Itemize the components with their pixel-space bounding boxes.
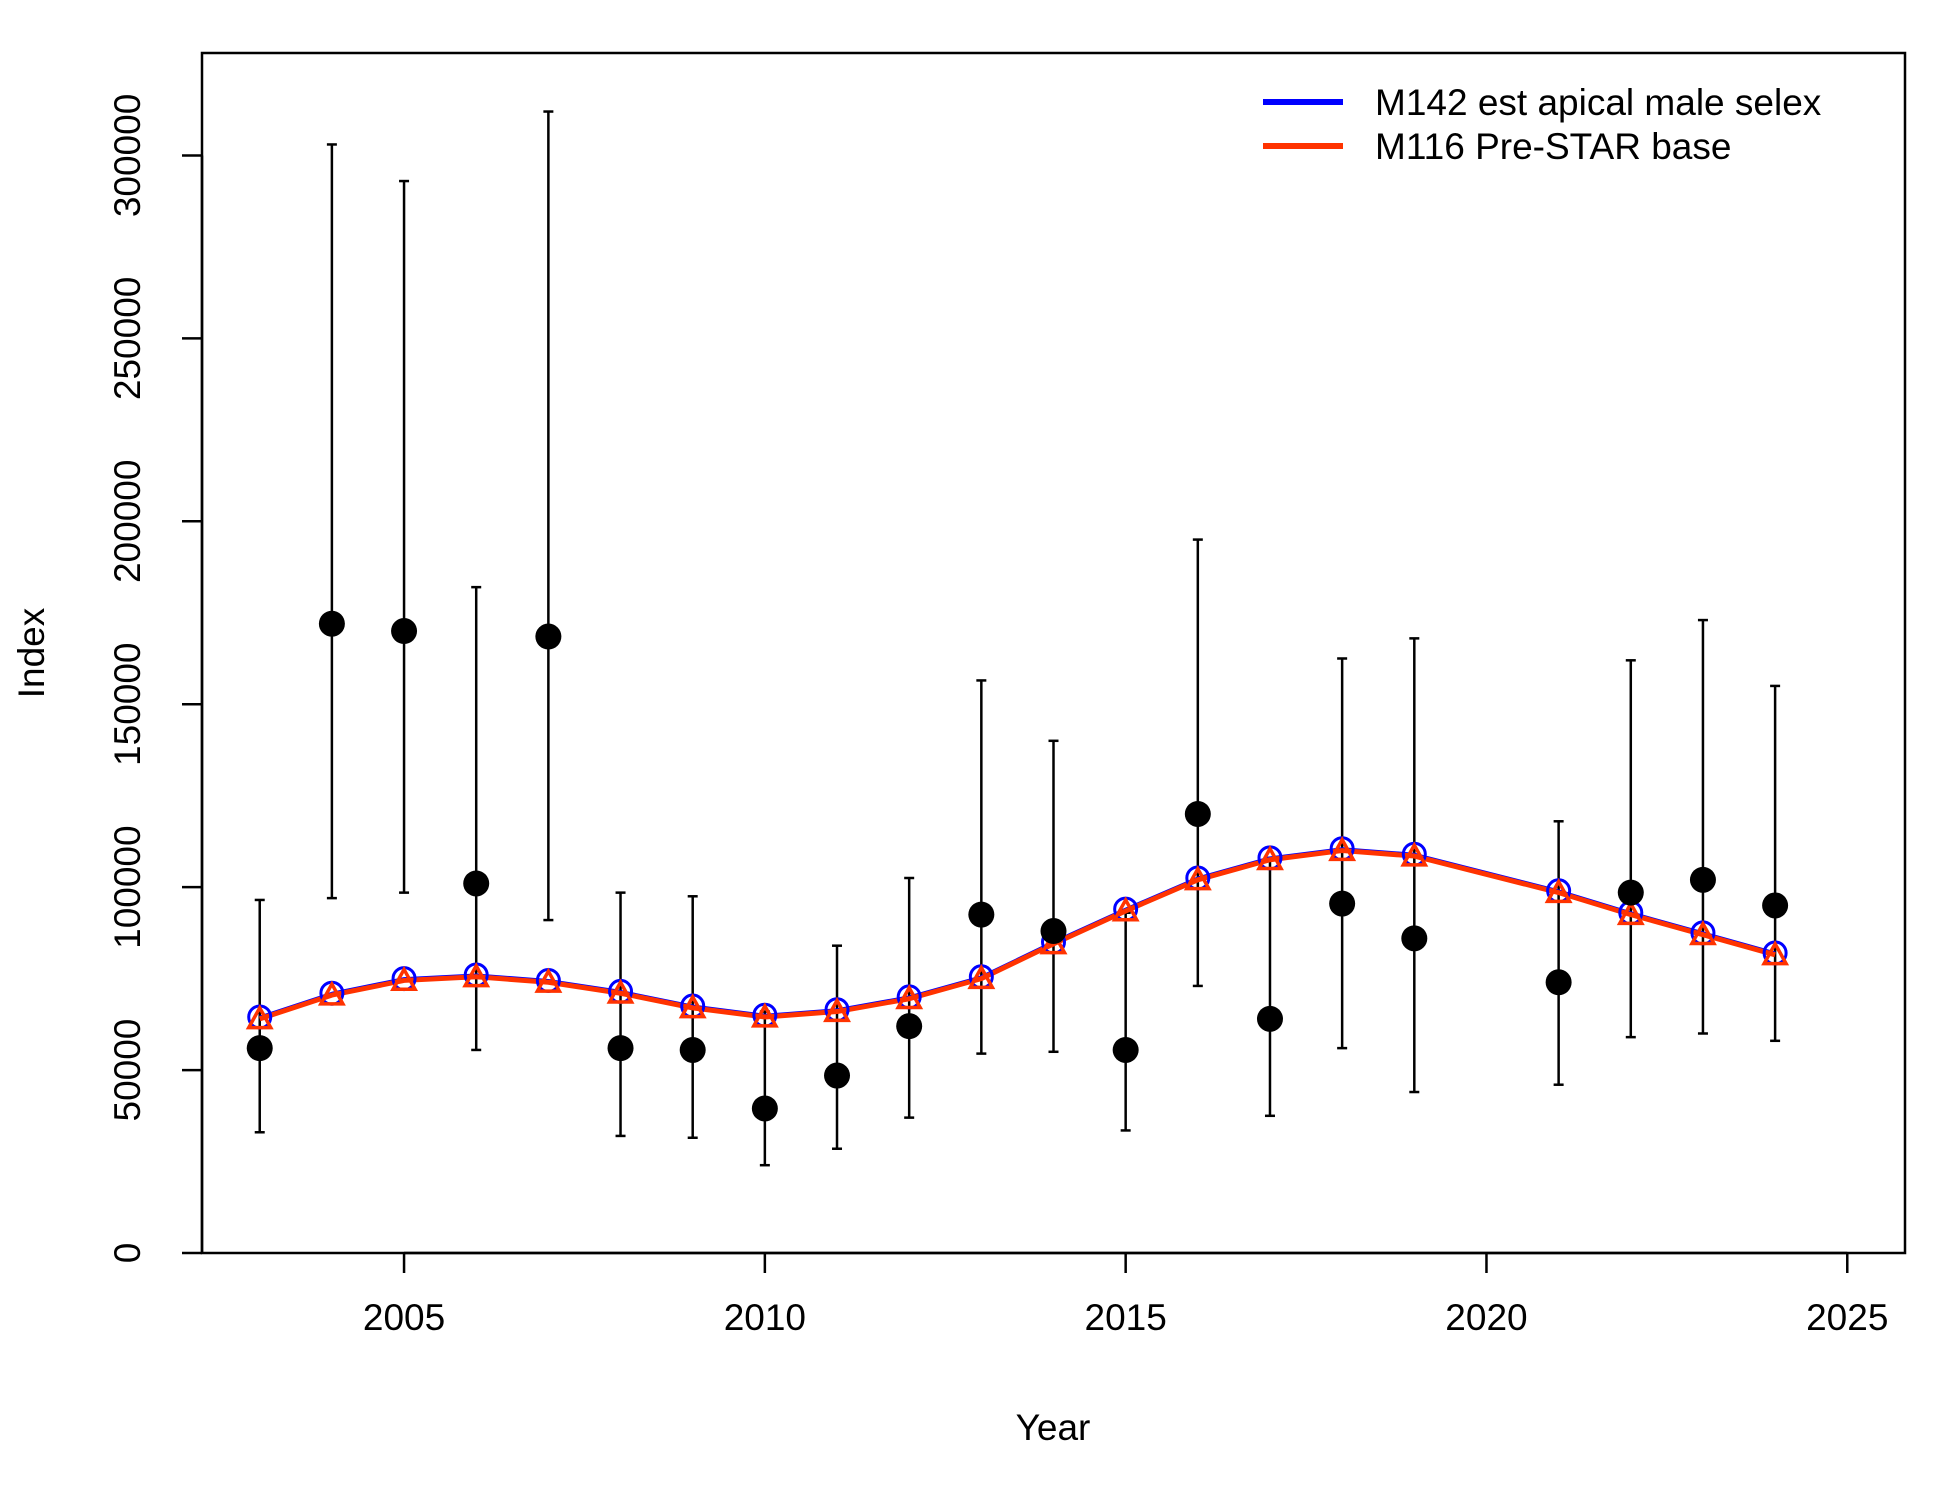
- y-tick-label: 150000: [107, 642, 148, 765]
- x-tick-label: 2005: [363, 1297, 445, 1338]
- series-line-m116: [258, 848, 1776, 1022]
- series-marker-m116: [606, 978, 635, 1004]
- legend: M142 est apical male selex M116 Pre-STAR…: [1263, 82, 1822, 167]
- series-marker-m116: [895, 984, 924, 1010]
- series-line-m142: [259, 847, 1776, 1019]
- observation-points: [246, 610, 1789, 1122]
- series-lines: [258, 847, 1776, 1022]
- series-marker-m116: [1183, 865, 1212, 891]
- series-marker-m116: [390, 965, 419, 991]
- y-tick-label: 50000: [107, 1019, 148, 1122]
- observation-point: [824, 1062, 851, 1089]
- observation-point: [607, 1035, 634, 1062]
- observation-point: [751, 1095, 778, 1122]
- series-marker-m116: [1328, 835, 1357, 862]
- observation-point: [1545, 969, 1572, 996]
- x-tick-label: 2025: [1806, 1297, 1888, 1338]
- series-marker-m116: [1111, 896, 1140, 922]
- series-marker-m116: [750, 1002, 779, 1028]
- series-marker-m116: [1761, 940, 1790, 966]
- y-tick-label: 200000: [107, 460, 148, 583]
- observation-point: [896, 1013, 923, 1040]
- observation-point: [1256, 1005, 1283, 1032]
- y-tick-label: 100000: [107, 825, 148, 948]
- legend-label-m142: M142 est apical male selex: [1375, 82, 1822, 123]
- observation-point: [968, 901, 995, 928]
- observation-point: [679, 1036, 706, 1063]
- error-bars: [254, 110, 1781, 1167]
- observation-point: [391, 618, 418, 645]
- observation-point: [1762, 892, 1789, 919]
- series-marker-m116: [317, 980, 346, 1006]
- series-marker-m116: [1400, 841, 1429, 867]
- observation-point: [1184, 800, 1211, 827]
- observation-point: [463, 870, 490, 897]
- series-marker-m116: [1688, 920, 1717, 946]
- x-tick-label: 2020: [1445, 1297, 1527, 1338]
- legend-label-m116: M116 Pre-STAR base: [1375, 126, 1731, 167]
- series-marker-m116: [1544, 878, 1573, 904]
- series-marker-m116: [245, 1004, 274, 1030]
- x-axis: 2005 2010 2015 2020 2025: [363, 1251, 1888, 1338]
- plot-frame: [200, 51, 1907, 1255]
- series-marker-m116: [678, 993, 707, 1019]
- x-axis-label: Year: [1016, 1407, 1091, 1448]
- observation-point: [246, 1035, 273, 1062]
- series-marker-m116: [967, 964, 996, 990]
- series-marker-m116: [462, 962, 491, 988]
- series-marker-m116: [534, 967, 563, 993]
- y-axis: 0 50000 100000 150000 200000 250000 300000: [107, 94, 204, 1264]
- observation-point: [318, 610, 345, 637]
- series-marker-m116: [1616, 899, 1645, 926]
- observation-point: [1401, 925, 1428, 952]
- series-markers: [245, 835, 1790, 1030]
- x-tick-label: 2015: [1085, 1297, 1167, 1338]
- series-marker-m116: [823, 996, 851, 1023]
- observation-point: [1617, 879, 1644, 906]
- y-axis-label: Index: [11, 607, 52, 698]
- observation-point: [1329, 890, 1356, 917]
- y-tick-label: 300000: [107, 94, 148, 217]
- series-marker-m116: [1256, 845, 1284, 871]
- observation-point: [1040, 918, 1067, 945]
- y-tick-label: 250000: [107, 277, 148, 400]
- x-tick-label: 2010: [724, 1297, 806, 1338]
- observation-point: [1112, 1036, 1139, 1063]
- observation-point: [535, 623, 562, 650]
- observation-point: [1689, 866, 1716, 893]
- y-tick-label: 0: [107, 1243, 148, 1264]
